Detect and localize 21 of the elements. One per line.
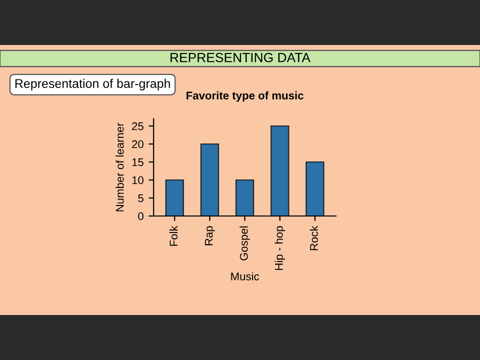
- y-tick-label: 0: [138, 212, 144, 220]
- text: REPRESENTING DATA: [170, 52, 310, 62]
- y-tick-label: 5: [138, 194, 144, 202]
- bar: [306, 161, 324, 216]
- bar: [165, 179, 184, 216]
- y-tick-label: 10: [132, 176, 144, 184]
- x-tick-label: Hip - hop: [274, 226, 286, 270]
- x-tick-label: Gospel: [240, 226, 250, 260]
- bar: [270, 125, 290, 216]
- bar: [200, 143, 220, 216]
- x-tick-label: Rock: [310, 226, 318, 250]
- y-tick-label: 25: [132, 122, 144, 130]
- x-tick-label: Folk: [169, 226, 178, 246]
- y-tick-label: 20: [132, 140, 144, 148]
- x-axis-title: Music: [231, 272, 260, 280]
- chart-title: Favorite type of music: [186, 91, 304, 102]
- x-tick-label: Rap: [204, 226, 215, 246]
- y-axis-title: Number of learner: [116, 122, 124, 212]
- y-tick-label: 15: [132, 158, 144, 166]
- text: Representation of bar-graph: [15, 78, 170, 90]
- bar: [235, 179, 254, 216]
